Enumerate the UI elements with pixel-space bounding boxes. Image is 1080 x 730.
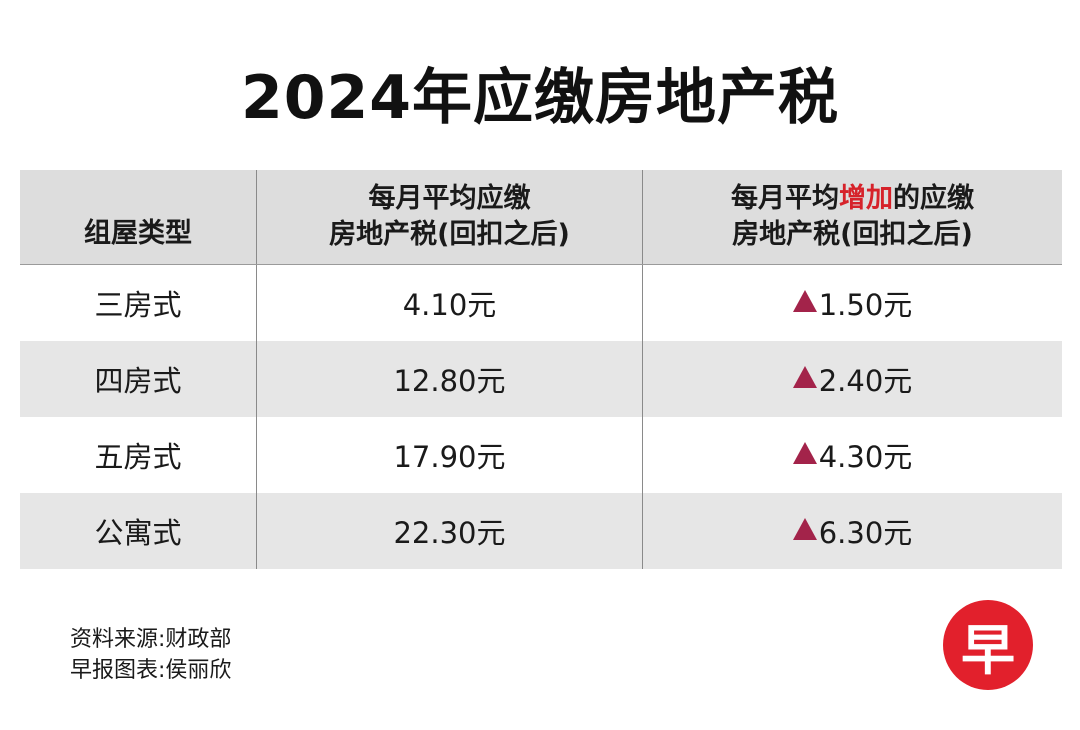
header-monthly-increase-lines: 每月平均增加的应缴 房地产税(回扣之后) bbox=[731, 181, 974, 253]
flat-type-cell: 公寓式 bbox=[94, 516, 182, 550]
header-increase-pre: 每月平均 bbox=[731, 183, 839, 214]
increase-cell: 4.30元 bbox=[642, 417, 1062, 493]
flat-type-cell: 四房式 bbox=[94, 364, 182, 398]
increase-value: 1.50元 bbox=[818, 288, 913, 322]
monthly-tax-cell: 4.10元 bbox=[256, 265, 642, 341]
table-row: 五房式 17.90元 4.30元 bbox=[20, 417, 1062, 493]
table-header-row: 组屋类型 每月平均应缴 房地产税(回扣之后) 每月平均增加的应缴 房地产税(回扣… bbox=[20, 170, 1062, 265]
zaobao-logo-icon: 早 bbox=[943, 600, 1033, 690]
logo-char: 早 bbox=[961, 617, 1015, 682]
up-triangle-icon bbox=[792, 366, 817, 388]
table-row: 四房式 12.80元 2.40元 bbox=[20, 341, 1062, 417]
increase-value: 2.40元 bbox=[818, 364, 913, 398]
increase-cell: 1.50元 bbox=[642, 265, 1062, 341]
header-monthly-tax-line1: 每月平均应缴 bbox=[368, 183, 531, 214]
header-increase-highlight: 增加 bbox=[839, 183, 893, 214]
increase-cell: 6.30元 bbox=[642, 493, 1062, 569]
up-triangle-icon bbox=[792, 442, 817, 464]
increase-cell: 2.40元 bbox=[642, 341, 1062, 417]
up-triangle-icon bbox=[792, 290, 817, 312]
header-monthly-increase: 每月平均增加的应缴 房地产税(回扣之后) bbox=[642, 170, 1062, 264]
increase-value: 6.30元 bbox=[818, 516, 913, 550]
header-flat-type: 组屋类型 bbox=[84, 218, 192, 249]
header-monthly-increase-line2: 房地产税(回扣之后) bbox=[732, 219, 973, 250]
footer-credits: 资料来源:财政部 早报图表:侯丽欣 bbox=[70, 624, 231, 686]
increase-value: 4.30元 bbox=[818, 440, 913, 474]
header-monthly-increase-line1: 每月平均增加的应缴 bbox=[731, 181, 974, 217]
property-tax-table: 组屋类型 每月平均应缴 房地产税(回扣之后) 每月平均增加的应缴 房地产税(回扣… bbox=[20, 170, 1062, 569]
header-monthly-tax: 每月平均应缴 房地产税(回扣之后) bbox=[256, 170, 642, 264]
header-monthly-tax-line2: 房地产税(回扣之后) bbox=[329, 219, 570, 250]
table-row: 公寓式 22.30元 6.30元 bbox=[20, 493, 1062, 569]
page-title: 2024年应缴房地产税 bbox=[241, 63, 839, 133]
flat-type-cell: 三房式 bbox=[94, 288, 182, 322]
header-monthly-tax-lines: 每月平均应缴 房地产税(回扣之后) bbox=[329, 181, 570, 253]
header-increase-post: 的应缴 bbox=[893, 183, 974, 214]
graphic-credit: 早报图表:侯丽欣 bbox=[70, 658, 232, 683]
source-note: 资料来源:财政部 bbox=[70, 627, 232, 652]
monthly-tax-cell: 22.30元 bbox=[256, 493, 642, 569]
table-row: 三房式 4.10元 1.50元 bbox=[20, 265, 1062, 341]
up-triangle-icon bbox=[792, 518, 817, 540]
flat-type-cell: 五房式 bbox=[94, 440, 182, 474]
monthly-tax-cell: 12.80元 bbox=[256, 341, 642, 417]
monthly-tax-cell: 17.90元 bbox=[256, 417, 642, 493]
